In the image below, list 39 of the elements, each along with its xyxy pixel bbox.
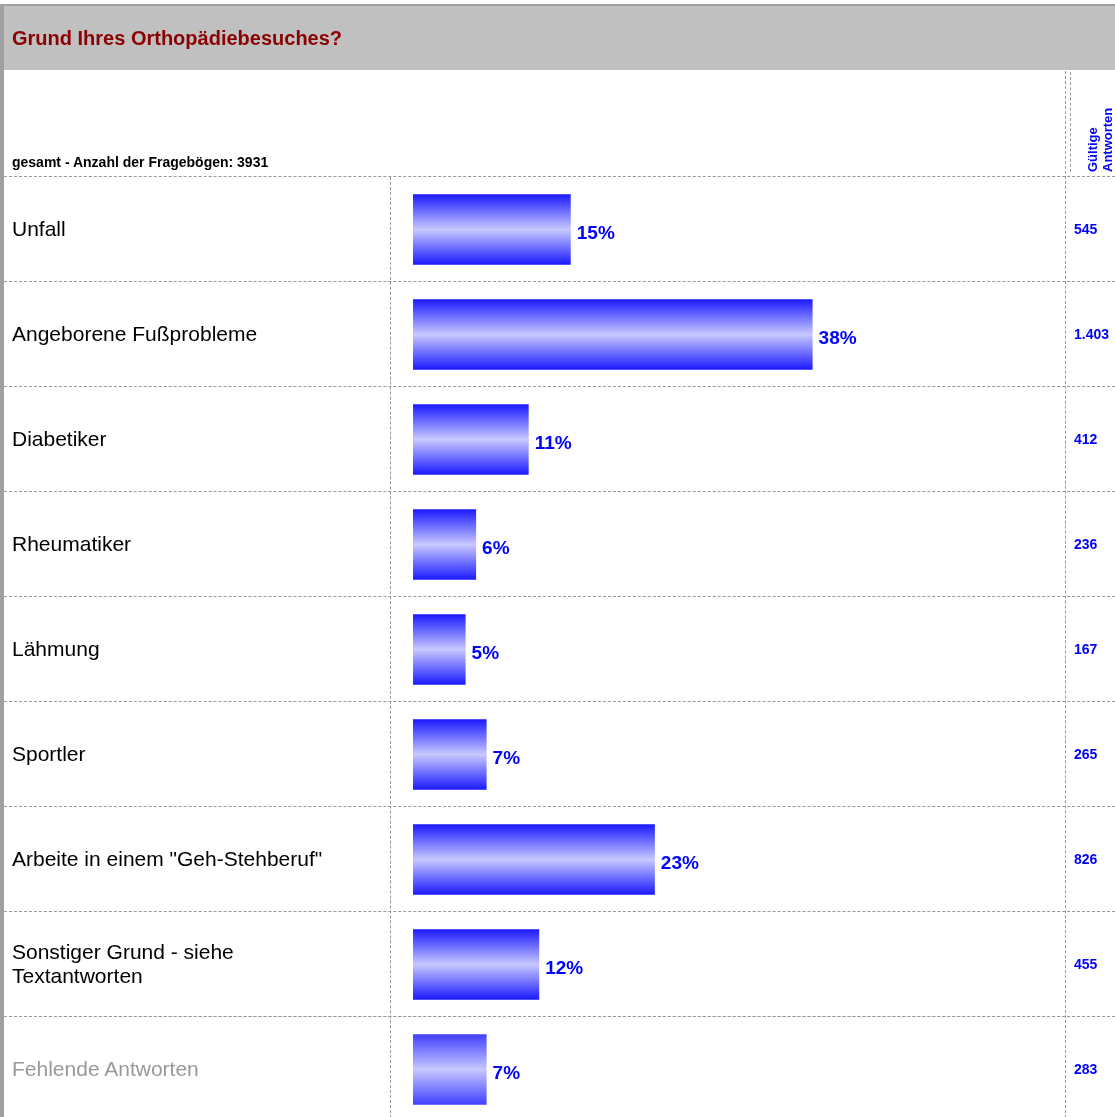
data-label: 5% (471, 641, 500, 663)
y2-axis-title: Gültige Antworten (1085, 106, 1115, 172)
data-label: 7% (492, 746, 521, 768)
bar (413, 1034, 487, 1105)
y2-tick-label: 167 (1074, 641, 1099, 657)
data-label: 38% (818, 326, 857, 348)
bar (413, 404, 529, 475)
y2-tick-label: 412 (1074, 431, 1099, 447)
text: Grund Ihres Orthopädiebesuches? (4, 6, 1115, 70)
bar (413, 824, 655, 895)
data-label: 12% (545, 956, 584, 978)
data-label: 11% (534, 431, 572, 453)
y-tick-label: Sportler (12, 742, 87, 766)
text: gesamt - Anzahl der Fragebögen: 3931 (12, 154, 270, 170)
bar (413, 509, 477, 580)
y-tick-label: Diabetiker (12, 427, 108, 451)
y-tick-label: Sonstiger Grund - siehe Textantworten (12, 940, 235, 988)
y2-tick-label: 545 (1074, 221, 1099, 237)
y-tick-label: Arbeite in einem "Geh-Stehberuf" (12, 847, 324, 871)
y2-tick-label: 1.403 (1074, 326, 1111, 342)
data-label: 15% (576, 221, 615, 243)
bar (413, 194, 571, 265)
y2-tick-label: 826 (1074, 851, 1099, 867)
bar (413, 929, 540, 1000)
bar (413, 299, 813, 370)
y2-tick-label: 265 (1074, 746, 1099, 762)
bar (413, 719, 487, 790)
y2-tick-label: 236 (1074, 536, 1099, 552)
y2-tick-label: 283 (1074, 1061, 1099, 1077)
y-tick-label: Angeborene Fußprobleme (12, 322, 259, 346)
bar (413, 614, 466, 685)
y-tick-label: Unfall (12, 217, 67, 241)
data-label: 6% (482, 536, 510, 558)
y-tick-label: Lähmung (12, 637, 101, 661)
y2-tick-label: 455 (1074, 956, 1099, 972)
data-label: 7% (492, 1061, 521, 1083)
data-label: 23% (660, 851, 699, 873)
y-tick-label: Fehlende Antworten (12, 1057, 200, 1081)
y-tick-label: Rheumatiker (12, 532, 133, 556)
